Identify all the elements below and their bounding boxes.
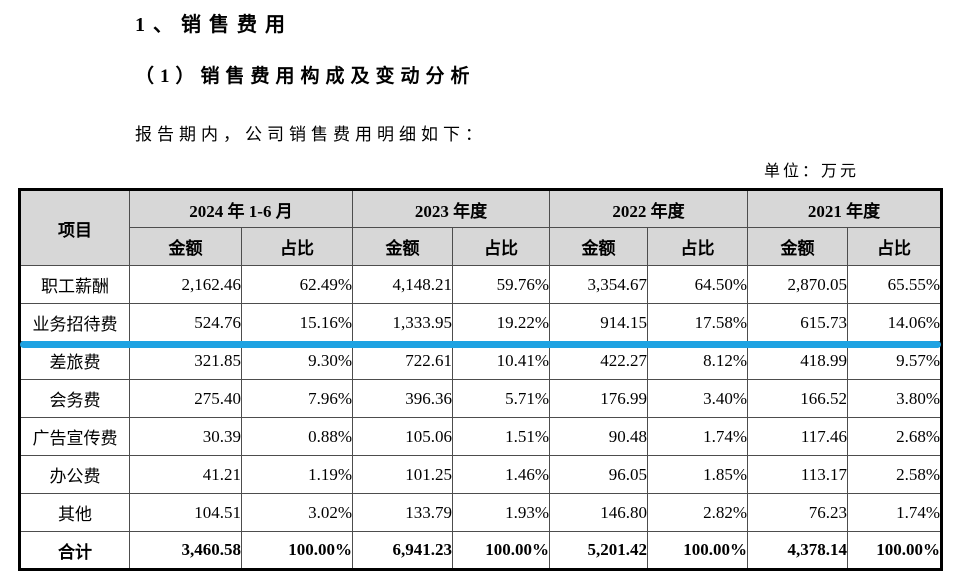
cell-amount: 133.79 [352,493,454,532]
cell-ratio: 3.40% [647,379,749,418]
period-header-2024h1: 2024 年 1-6 月 [128,189,354,228]
intro-text: 报告期内，公司销售费用明细如下： [135,125,487,144]
period-header-2023: 2023 年度 [352,189,551,228]
cell-amount: 4,148.21 [352,265,454,304]
cell-ratio: 1.93% [452,493,551,532]
table-row-other: 其他 104.51 3.02% 133.79 1.93% 146.80 2.82… [19,493,943,532]
cell-ratio: 59.76% [452,265,551,304]
ratio-header: 占比 [647,227,749,266]
table-row-advertising: 广告宣传费 30.39 0.88% 105.06 1.51% 90.48 1.7… [19,417,943,456]
cell-ratio: 1.19% [240,455,354,494]
sales-expense-table: 项目 2024 年 1-6 月 2023 年度 2022 年度 2021 年度 … [18,188,944,571]
row-label: 业务招待费 [19,303,130,342]
cell-ratio: 100.00% [452,531,551,570]
highlight-underline-annotation [20,341,941,348]
cell-amount: 615.73 [747,303,849,342]
amount-header: 金额 [747,227,849,266]
period-header-2022: 2022 年度 [549,189,749,228]
cell-amount: 2,162.46 [129,265,242,304]
cell-amount: 3,460.58 [129,531,242,570]
section-heading: 1、销售费用 [135,14,293,36]
row-label: 合计 [19,531,130,570]
cell-ratio: 2.68% [847,417,943,456]
table-row-salaries: 职工薪酬 2,162.46 62.49% 4,148.21 59.76% 3,3… [19,265,943,304]
row-label: 广告宣传费 [19,417,130,456]
cell-amount: 3,354.67 [549,265,649,304]
ratio-header: 占比 [452,227,551,266]
cell-ratio: 0.88% [240,417,354,456]
cell-ratio: 65.55% [847,265,943,304]
cell-ratio: 3.02% [240,493,354,532]
unit-note: 单位：万元 [764,163,860,180]
cell-ratio: 100.00% [847,531,943,570]
row-label: 会务费 [19,379,130,418]
cell-ratio: 5.71% [452,379,551,418]
cell-ratio: 1.51% [452,417,551,456]
cell-amount: 524.76 [129,303,242,342]
cell-amount: 104.51 [129,493,242,532]
cell-amount: 76.23 [747,493,849,532]
cell-amount: 1,333.95 [352,303,454,342]
cell-ratio: 64.50% [647,265,749,304]
cell-ratio: 2.58% [847,455,943,494]
cell-ratio: 100.00% [647,531,749,570]
cell-amount: 41.21 [129,455,242,494]
cell-ratio: 15.16% [240,303,354,342]
cell-amount: 2,870.05 [747,265,849,304]
cell-ratio: 2.82% [647,493,749,532]
period-header-2021: 2021 年度 [747,189,943,228]
amount-header: 金额 [352,227,454,266]
cell-ratio: 14.06% [847,303,943,342]
cell-amount: 176.99 [549,379,649,418]
cell-ratio: 1.85% [647,455,749,494]
cell-ratio: 3.80% [847,379,943,418]
cell-amount: 4,378.14 [747,531,849,570]
cell-amount: 146.80 [549,493,649,532]
cell-ratio: 100.00% [240,531,354,570]
table-row-conference: 会务费 275.40 7.96% 396.36 5.71% 176.99 3.4… [19,379,943,418]
amount-header: 金额 [129,227,242,266]
cell-ratio: 1.74% [647,417,749,456]
cell-amount: 30.39 [129,417,242,456]
cell-ratio: 19.22% [452,303,551,342]
amount-header: 金额 [549,227,649,266]
table-row-entertainment: 业务招待费 524.76 15.16% 1,333.95 19.22% 914.… [19,303,943,342]
cell-amount: 275.40 [129,379,242,418]
cell-amount: 6,941.23 [352,531,454,570]
cell-amount: 90.48 [549,417,649,456]
table-row-office: 办公费 41.21 1.19% 101.25 1.46% 96.05 1.85%… [19,455,943,494]
table-header-row-periods: 项目 2024 年 1-6 月 2023 年度 2022 年度 2021 年度 [19,189,943,266]
cell-amount: 113.17 [747,455,849,494]
row-label: 其他 [19,493,130,532]
cell-amount: 101.25 [352,455,454,494]
item-column-header: 项目 [19,189,130,266]
cell-amount: 914.15 [549,303,649,342]
table-row-total: 合计 3,460.58 100.00% 6,941.23 100.00% 5,2… [19,531,943,570]
cell-amount: 166.52 [747,379,849,418]
cell-amount: 396.36 [352,379,454,418]
cell-ratio: 1.74% [847,493,943,532]
cell-amount: 117.46 [747,417,849,456]
table-header-row-subcolumns: 金额 占比 金额 占比 金额 占比 金额 占比 [20,227,943,266]
cell-amount: 105.06 [352,417,454,456]
cell-amount: 5,201.42 [549,531,649,570]
row-label: 职工薪酬 [19,265,130,304]
cell-ratio: 1.46% [452,455,551,494]
cell-ratio: 62.49% [240,265,354,304]
subsection-heading: （1）销售费用构成及变动分析 [135,66,476,87]
ratio-header: 占比 [847,227,943,266]
row-label: 办公费 [19,455,130,494]
cell-ratio: 17.58% [647,303,749,342]
cell-amount: 96.05 [549,455,649,494]
cell-ratio: 7.96% [240,379,354,418]
ratio-header: 占比 [240,227,354,266]
sales-expense-table-container: 项目 2024 年 1-6 月 2023 年度 2022 年度 2021 年度 … [18,188,944,571]
